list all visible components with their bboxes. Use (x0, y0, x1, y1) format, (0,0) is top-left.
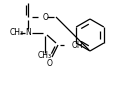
Text: CH₃: CH₃ (38, 51, 52, 60)
Text: O: O (47, 59, 53, 69)
Text: O: O (25, 0, 31, 1)
Text: N: N (25, 28, 31, 37)
Text: CH₃: CH₃ (10, 28, 24, 37)
Text: O: O (43, 12, 49, 22)
Text: OH: OH (72, 40, 84, 49)
